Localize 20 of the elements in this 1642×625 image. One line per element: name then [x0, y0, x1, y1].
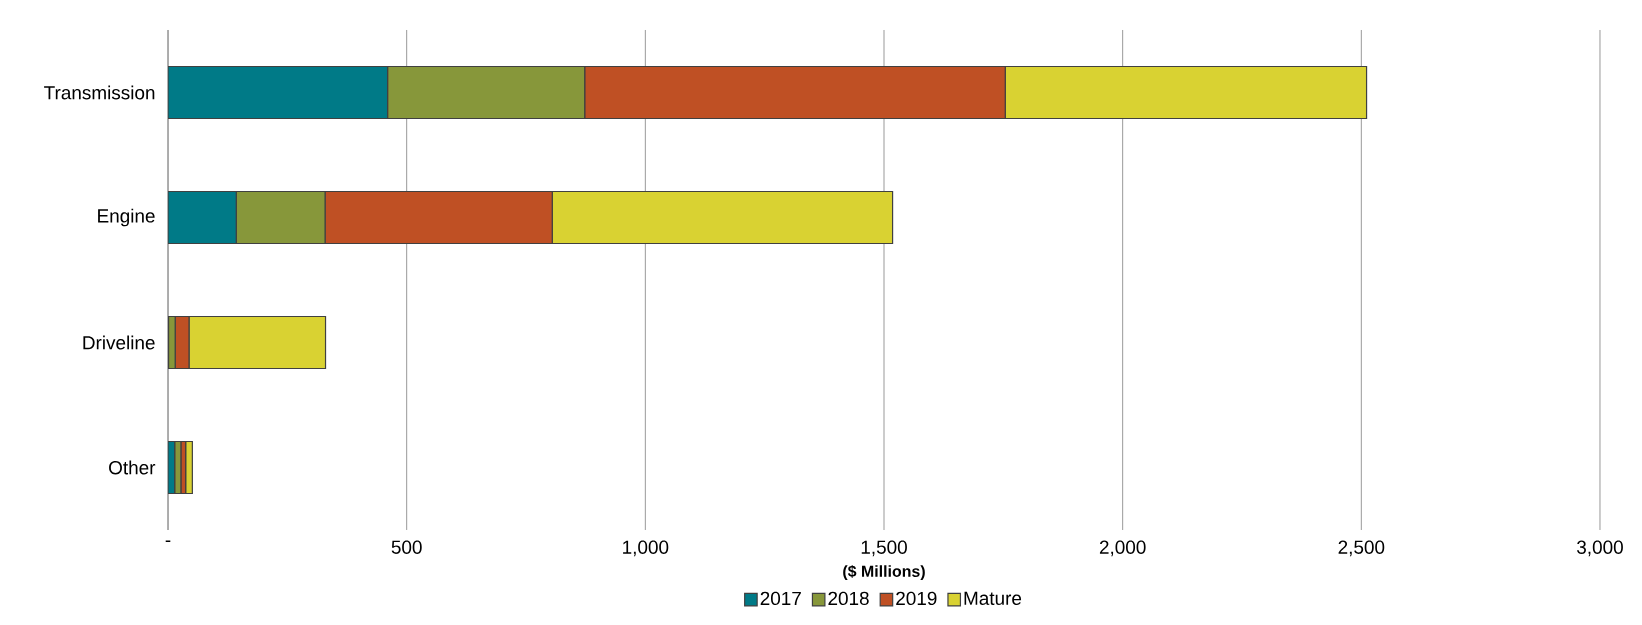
- bar: [235, 190, 326, 245]
- legend-label: 2018: [828, 591, 869, 606]
- y-tick-label: Other: [109, 460, 156, 475]
- y-tick-label: Engine: [98, 208, 155, 227]
- x-tick-label: 1,500: [861, 540, 907, 557]
- x-axis-title: ($ Millions): [843, 564, 925, 581]
- x-tick-label: 500: [391, 540, 422, 554]
- legend-label: 2017: [760, 591, 801, 606]
- x-tick-label: -: [165, 540, 171, 542]
- y-tick-label: Driveline: [83, 335, 155, 350]
- x-tick-label: 3,000: [1577, 540, 1623, 557]
- x-tick-label: 2,000: [1099, 540, 1146, 557]
- bar: [168, 65, 389, 120]
- legend-label: 2019: [896, 591, 937, 606]
- bar: [168, 190, 237, 245]
- x-tick-label: 1,000: [623, 540, 669, 557]
- y-tick-label: Transmission: [44, 85, 155, 100]
- legend-label: Mature: [964, 591, 1022, 605]
- bar: [386, 65, 586, 120]
- x-tick-label: 2,500: [1338, 540, 1385, 557]
